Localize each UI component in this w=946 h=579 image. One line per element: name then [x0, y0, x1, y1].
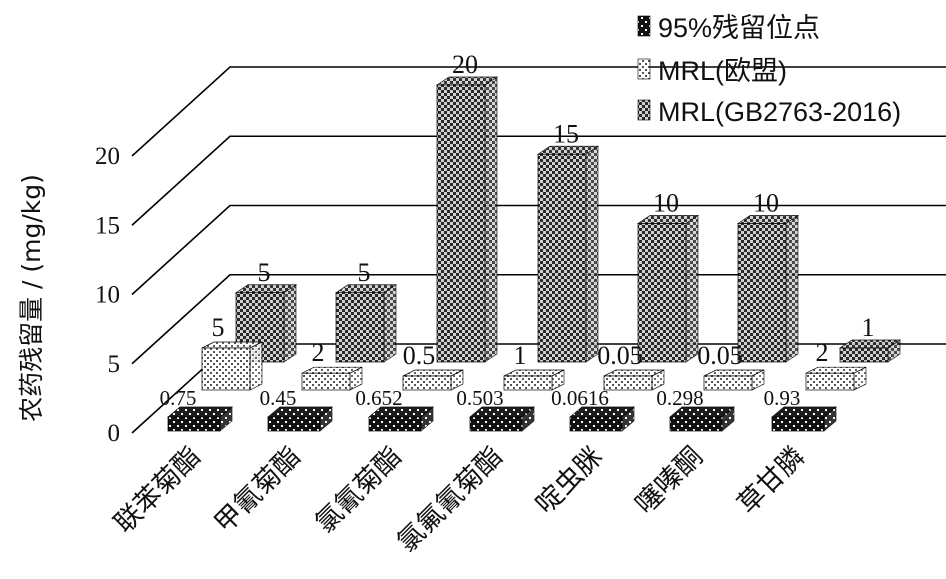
bar-front: [167, 416, 221, 432]
bar-front: [703, 375, 753, 391]
data-label-2-6: 1: [862, 313, 875, 342]
x-tick-label: 啶虫脒: [530, 441, 609, 520]
y-tick-label: 10: [95, 282, 120, 309]
legend-swatch-0: [637, 15, 651, 37]
bar-side: [383, 284, 397, 363]
bar-1-4: [603, 369, 665, 391]
x-tick-label: 噻嗪酮: [630, 441, 709, 520]
legend-label-0: 95%残留位点: [658, 13, 820, 43]
y-tick-label: 20: [95, 143, 120, 170]
data-label-1-5: 0.05: [697, 341, 743, 370]
bar-front: [469, 416, 523, 432]
bar-front: [301, 372, 351, 391]
bar-0-0: [167, 406, 233, 432]
data-label-0-2: 0.652: [355, 386, 402, 410]
bar-2-5: [736, 214, 800, 363]
data-label-0-5: 0.298: [656, 386, 703, 410]
gridline: [131, 273, 946, 365]
data-label-2-3: 15: [553, 119, 579, 148]
data-label-2-5: 10: [753, 189, 779, 218]
gridline: [131, 66, 946, 157]
bar-front: [839, 347, 889, 363]
bar-side: [484, 76, 498, 363]
y-axis-label: 农药残留量 / (mg/kg): [17, 174, 46, 422]
bar-1-3: [503, 369, 565, 391]
bar-1-5: [703, 369, 765, 391]
bar-side: [585, 145, 599, 363]
data-label-1-3: 1: [514, 341, 527, 370]
data-label-0-3: 0.503: [456, 386, 503, 410]
bar-0-2: [368, 406, 434, 432]
bar-side: [785, 214, 799, 363]
data-label-1-0: 5: [212, 313, 225, 342]
bar-0-6: [771, 406, 837, 432]
gridline: [131, 204, 946, 296]
y-tick-label: 5: [108, 351, 121, 378]
x-tick-label: 草甘膦: [732, 441, 811, 520]
bar-front: [771, 416, 825, 432]
data-label-0-0: 0.75: [160, 386, 197, 410]
x-tick-label: 甲氰菊酯: [209, 441, 307, 539]
x-tick-label: 氯氰菊酯: [310, 441, 408, 539]
legend-swatch-1: [637, 58, 651, 80]
bar-front: [201, 347, 251, 391]
bar-front: [402, 375, 452, 391]
bar-front: [669, 416, 723, 432]
bar-1-6: [805, 366, 867, 391]
data-label-0-4: 0.0616: [551, 386, 609, 410]
bar-front: [569, 416, 623, 432]
bar-2-3: [536, 145, 600, 363]
bar-1-1: [301, 366, 363, 391]
bar-front: [603, 375, 653, 391]
bar-side: [249, 341, 263, 391]
data-label-2-4: 10: [653, 189, 679, 218]
bar-2-2: [435, 76, 499, 363]
bar-side: [283, 284, 297, 363]
y-tick-label: 15: [95, 212, 120, 239]
data-label-1-2: 0.5: [403, 341, 436, 370]
bar-0-3: [469, 406, 535, 432]
x-tick-label: 氯氟氰菊酯: [392, 441, 509, 558]
bar-0-5: [669, 406, 735, 432]
data-label-2-1: 5: [358, 258, 371, 287]
bar-2-4: [636, 214, 700, 363]
legend-swatch-2: [637, 99, 651, 121]
bar-1-0: [201, 341, 263, 391]
data-label-0-1: 0.45: [260, 386, 297, 410]
bar-front: [503, 375, 553, 391]
bar-1-2: [402, 369, 464, 391]
bar-front: [335, 292, 385, 363]
bar-front: [537, 153, 587, 363]
data-label-2-2: 20: [452, 50, 478, 79]
bar-2-6: [838, 339, 902, 363]
legend: 95%残留位点 MRL(欧盟) MRL(GB2763-2016): [637, 13, 901, 127]
data-label-0-6: 0.93: [764, 386, 801, 410]
data-label-2-0: 5: [258, 258, 271, 287]
legend-label-2: MRL(GB2763-2016): [658, 97, 901, 127]
bar-0-1: [267, 406, 333, 432]
legend-label-1: MRL(欧盟): [658, 56, 787, 86]
bar-front: [637, 223, 687, 363]
bar-front: [436, 84, 486, 363]
bar-0-4: [569, 406, 635, 432]
bar-side: [685, 214, 699, 363]
data-label-1-1: 2: [312, 338, 325, 367]
bar-2-1: [334, 284, 398, 363]
data-label-1-6: 2: [816, 338, 829, 367]
bar-front: [737, 223, 787, 363]
gridline: [131, 135, 946, 226]
data-label-1-4: 0.05: [597, 341, 643, 370]
y-tick-label: 0: [108, 420, 121, 447]
x-tick-label: 联苯菊酯: [109, 441, 207, 539]
bar-front: [368, 416, 422, 432]
bar-front: [267, 416, 321, 432]
bar-front: [805, 372, 855, 391]
